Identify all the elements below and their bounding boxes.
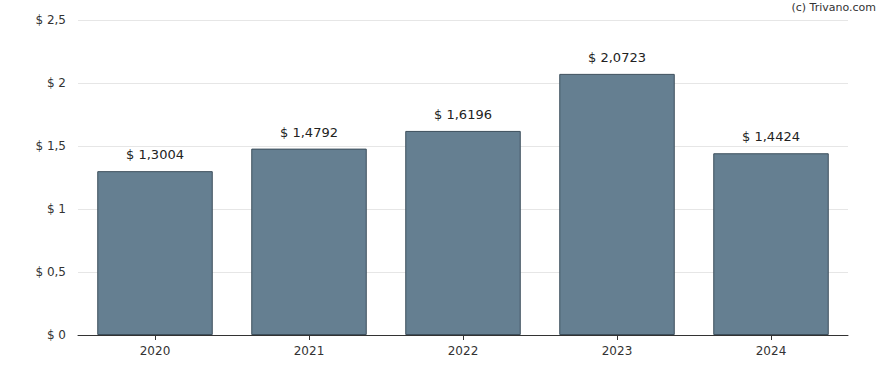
svg-text:(c) Trivano.com: (c) Trivano.com (791, 1, 876, 14)
svg-text:$ 1,5: $ 1,5 (35, 139, 66, 153)
svg-text:2023: 2023 (602, 344, 633, 358)
svg-text:$ 1,4792: $ 1,4792 (280, 125, 338, 140)
svg-text:2022: 2022 (448, 344, 479, 358)
svg-text:$ 0: $ 0 (47, 328, 66, 342)
svg-text:$ 1: $ 1 (47, 202, 66, 216)
svg-text:$ 2,0723: $ 2,0723 (588, 50, 646, 65)
svg-text:$ 2: $ 2 (47, 76, 66, 90)
svg-text:$ 1,6196: $ 1,6196 (434, 107, 492, 122)
svg-text:$ 1,3004: $ 1,3004 (126, 147, 184, 162)
svg-text:2020: 2020 (140, 344, 171, 358)
svg-text:$ 0,5: $ 0,5 (35, 265, 66, 279)
svg-text:$ 1,4424: $ 1,4424 (742, 129, 800, 144)
svg-text:2024: 2024 (756, 344, 787, 358)
svg-text:$ 2,5: $ 2,5 (35, 13, 66, 27)
svg-text:2021: 2021 (294, 344, 325, 358)
